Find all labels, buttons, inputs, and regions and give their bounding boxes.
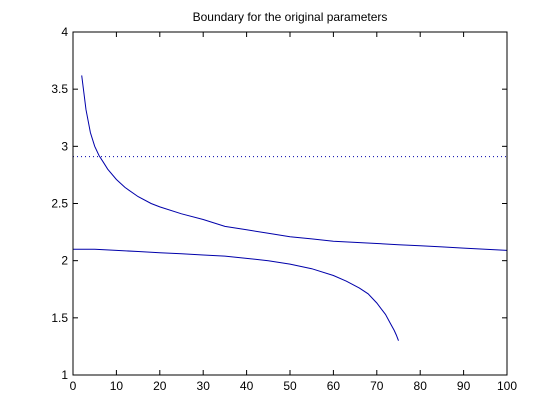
chart-title: Boundary for the original parameters [193, 10, 388, 24]
x-tick-label: 90 [457, 379, 471, 393]
y-tick-label: 1 [61, 368, 68, 382]
x-tick-label: 40 [240, 379, 254, 393]
y-tick-label: 2 [61, 254, 68, 268]
x-tick-label: 100 [497, 379, 517, 393]
y-tick-label: 4 [61, 25, 68, 39]
y-tick-label: 1.5 [51, 311, 68, 325]
x-tick-label: 60 [327, 379, 341, 393]
y-tick-label: 3 [61, 139, 68, 153]
y-tick-label: 3.5 [51, 82, 68, 96]
series-line-2 [73, 248, 399, 341]
x-tick-label: 30 [197, 379, 211, 393]
y-tick-label: 2.5 [51, 197, 68, 211]
x-tick-label: 50 [283, 379, 297, 393]
x-tick-label: 10 [110, 379, 124, 393]
x-tick-label: 70 [370, 379, 384, 393]
x-tick-label: 20 [153, 379, 167, 393]
x-tick-label: 0 [70, 379, 77, 393]
tick-layer: 0 10 20 30 40 50 60 70 80 90 100 1 1.5 2 2.5 3 3.5 4 [51, 25, 517, 393]
plot-area [73, 32, 507, 375]
series-line-1 [81, 75, 508, 251]
x-tick-label: 80 [414, 379, 428, 393]
series-layer [73, 75, 508, 341]
